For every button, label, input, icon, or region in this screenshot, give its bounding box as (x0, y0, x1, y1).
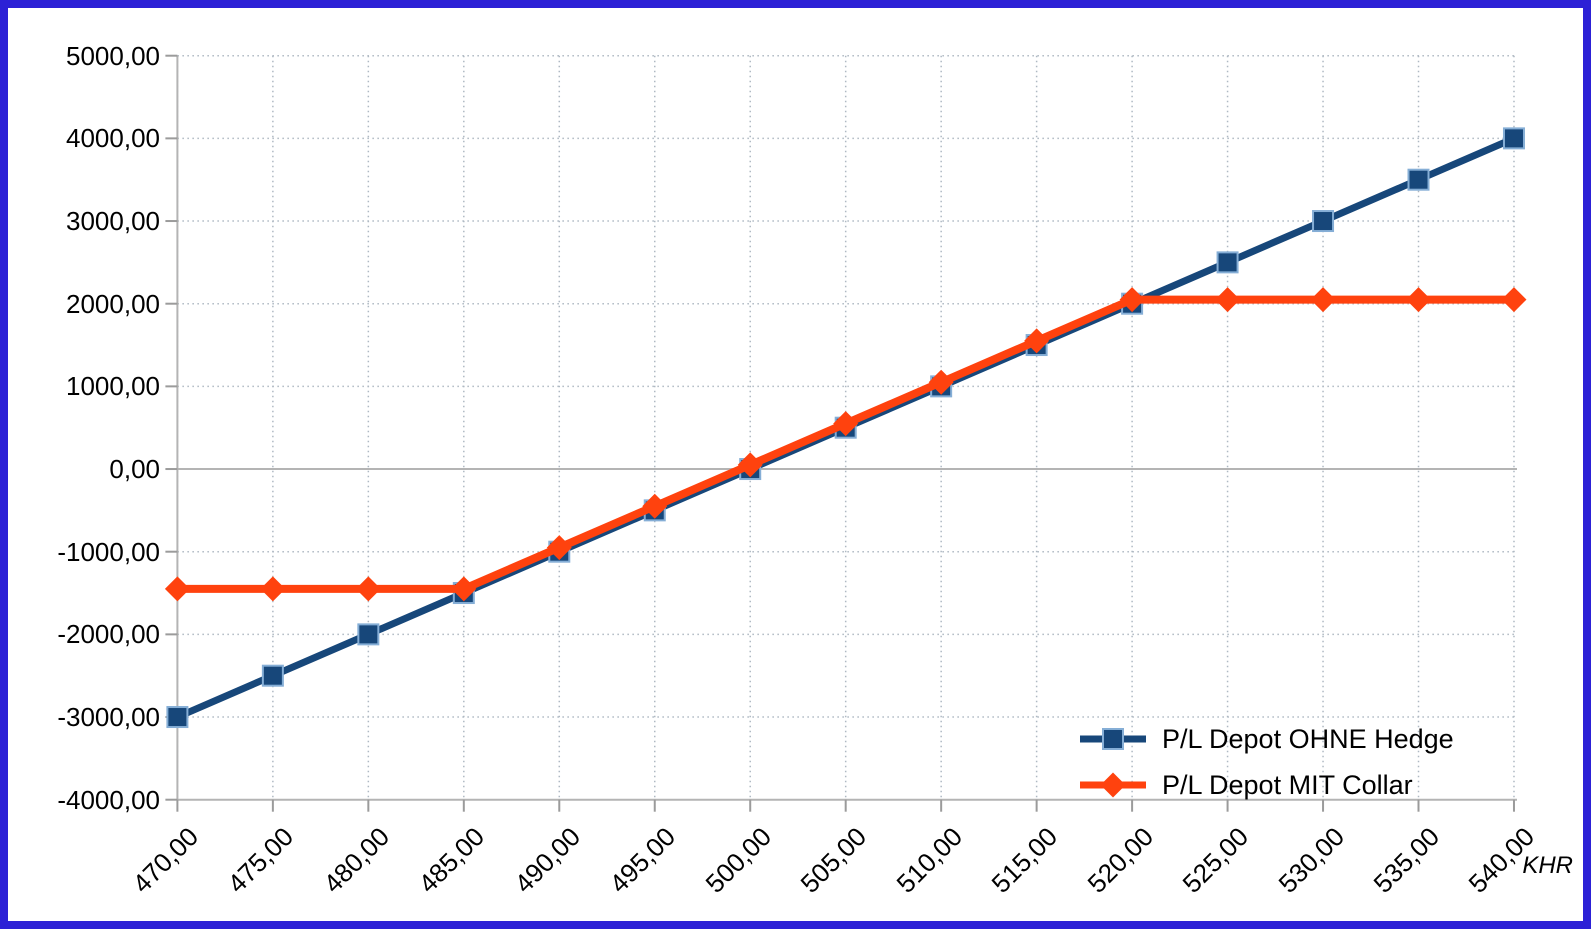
legend-diamond-marker-icon (1080, 772, 1146, 798)
legend: P/L Depot OHNE Hedge P/L Depot MIT Colla… (1080, 716, 1454, 808)
legend-item-pl-depot-mit-collar[interactable]: P/L Depot MIT Collar (1080, 762, 1454, 808)
y-tick-label: -3000,00 (57, 702, 160, 733)
chart: 5000,00 4000,00 3000,00 2000,00 1000,00 0,00 -… (8, 8, 1583, 921)
y-tick-label: -1000,00 (57, 536, 160, 567)
chart-plot-area (164, 54, 1527, 812)
legend-label: P/L Depot OHNE Hedge (1162, 723, 1454, 754)
y-tick-label: -4000,00 (57, 784, 160, 815)
y-tick-label: 4000,00 (66, 123, 160, 154)
legend-item-pl-depot-ohne-hedge[interactable]: P/L Depot OHNE Hedge (1080, 716, 1454, 762)
y-tick-label: -2000,00 (57, 619, 160, 650)
y-tick-label: 1000,00 (66, 371, 160, 402)
x-axis-unit-label: KHR (1522, 852, 1573, 879)
y-tick-label: 0,00 (109, 454, 160, 485)
y-tick-label: 5000,00 (66, 40, 160, 71)
y-tick-label: 3000,00 (66, 206, 160, 237)
legend-label: P/L Depot MIT Collar (1162, 769, 1413, 800)
legend-square-marker-icon (1080, 728, 1146, 750)
y-tick-label: 2000,00 (66, 288, 160, 319)
